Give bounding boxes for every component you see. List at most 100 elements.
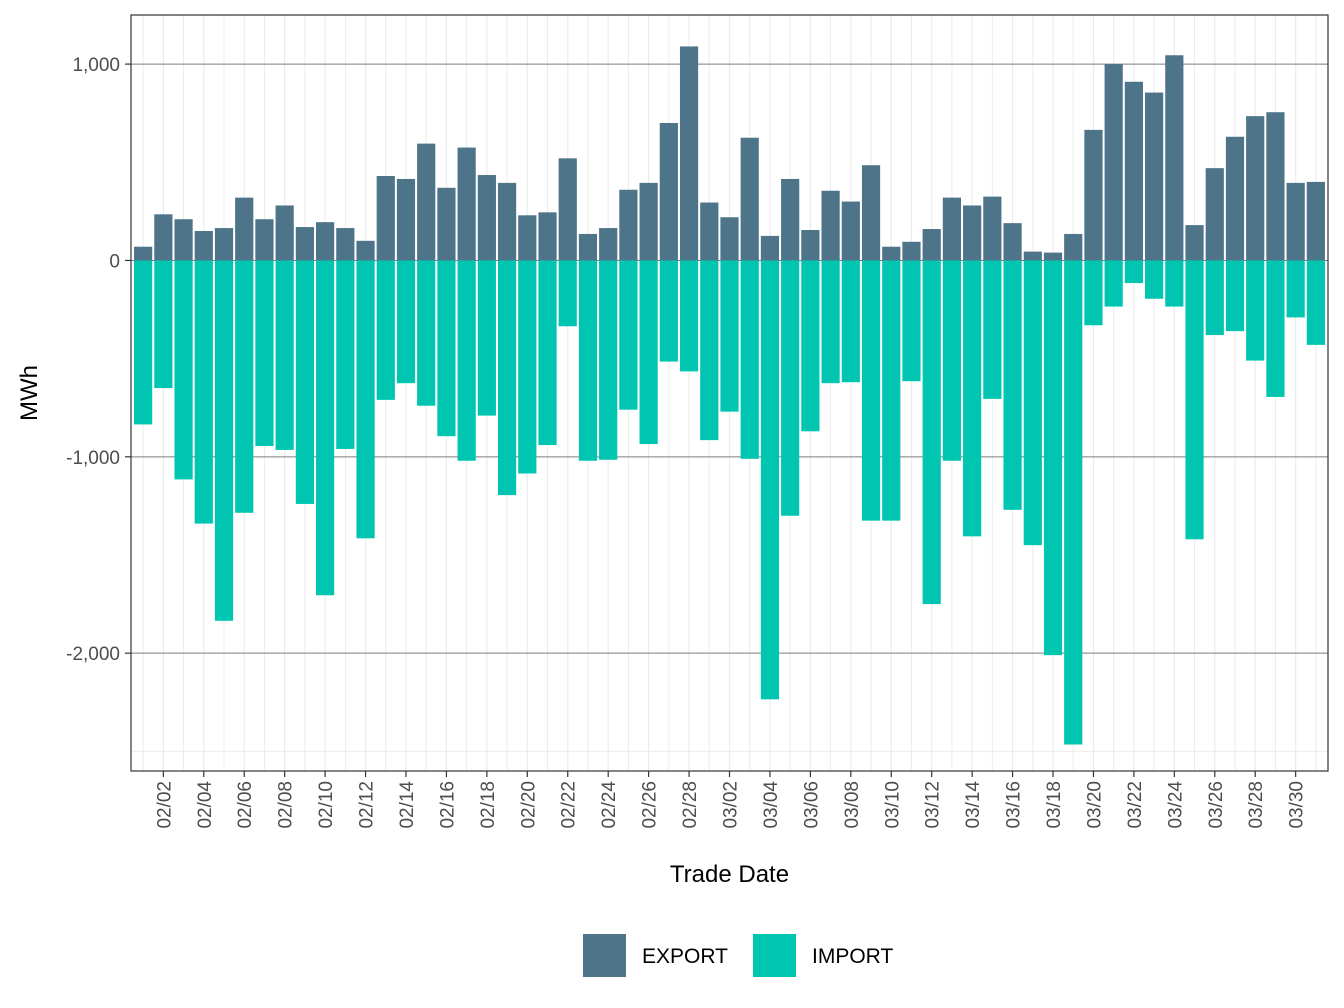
bar-export: [1306, 181, 1325, 261]
bar-import: [275, 260, 294, 450]
bar-import: [255, 260, 274, 447]
y-axis-title: MWh: [16, 365, 43, 421]
x-tick-label: 03/16: [1004, 781, 1025, 829]
bar-import: [457, 260, 476, 461]
bar-export: [781, 178, 800, 261]
bar-import: [760, 260, 780, 700]
bar-export: [1165, 55, 1184, 261]
x-tick-label: 02/20: [518, 781, 539, 829]
bar-export: [154, 214, 173, 261]
bar-import: [295, 260, 314, 504]
bar-import: [801, 260, 820, 432]
x-tick-label: 03/20: [1084, 781, 1105, 829]
y-tick-label: -2,000: [66, 644, 120, 665]
x-tick-label: 02/16: [437, 781, 458, 829]
x-tick-label: 03/06: [801, 781, 822, 829]
x-tick-label: 02/26: [640, 781, 661, 829]
bar-export: [1286, 182, 1305, 261]
x-tick-label: 03/18: [1044, 781, 1065, 829]
bar-export: [235, 197, 254, 261]
bar-export: [1145, 92, 1164, 261]
bar-import: [214, 260, 234, 621]
x-tick-label: 02/02: [154, 781, 175, 829]
x-tick-label: 03/14: [963, 781, 984, 829]
bar-export: [518, 215, 537, 261]
bar-export: [1124, 81, 1143, 261]
x-tick-label: 03/08: [842, 781, 863, 829]
x-tick-label: 02/12: [357, 781, 378, 829]
bar-export: [922, 229, 941, 261]
bar-export: [1043, 252, 1063, 261]
x-tick-label: 02/10: [316, 781, 337, 829]
bar-export: [295, 227, 314, 261]
bar-import: [356, 260, 375, 539]
bar-import: [154, 260, 173, 389]
bar-export: [1104, 64, 1123, 261]
bar-export: [1003, 223, 1022, 261]
bar-export: [942, 197, 962, 261]
bar-export: [134, 246, 153, 261]
bar-import: [781, 260, 800, 516]
bar-import: [194, 260, 213, 524]
y-axis: 1,000 0 -1,000 -2,000: [66, 55, 131, 665]
bar-import: [316, 260, 335, 596]
bar-import: [700, 260, 719, 441]
bar-export: [1064, 233, 1083, 261]
bar-import: [558, 260, 577, 327]
bar-import: [134, 260, 153, 425]
bar-import: [902, 260, 921, 382]
legend-label-export: EXPORT: [642, 945, 728, 968]
bar-import: [1266, 260, 1285, 397]
bar-export: [1084, 129, 1103, 261]
bar-import: [1145, 260, 1164, 299]
bar-import: [922, 260, 941, 605]
bar-export: [457, 147, 476, 261]
bar-export: [396, 178, 416, 261]
bar-import: [841, 260, 860, 383]
bar-export: [700, 202, 719, 261]
bar-import: [679, 260, 699, 372]
bar-import: [518, 260, 537, 474]
bar-import: [882, 260, 901, 521]
x-tick-label: 02/06: [235, 781, 256, 829]
bar-export: [538, 212, 557, 261]
bar-export: [983, 196, 1002, 261]
legend-swatch-export: [583, 934, 626, 977]
y-tick-label: 1,000: [72, 55, 120, 76]
bars: [134, 46, 1325, 745]
bar-export: [639, 182, 658, 261]
bar-import: [983, 260, 1002, 399]
x-tick-label: 02/24: [599, 781, 620, 829]
bar-import: [376, 260, 395, 400]
bar-import: [639, 260, 658, 445]
legend-swatch-import: [753, 934, 796, 977]
bar-import: [1165, 260, 1184, 307]
bar-export: [659, 123, 678, 261]
bar-export: [255, 219, 274, 261]
bar-import: [1023, 260, 1042, 546]
bar-import: [1246, 260, 1265, 361]
x-axis: 02/02 02/04 02/06 02/08 02/10 02/12 02/14 02/16…: [154, 771, 1308, 829]
bar-export: [619, 189, 638, 261]
bar-import: [821, 260, 840, 384]
bar-export: [821, 190, 840, 261]
x-tick-label: 03/24: [1165, 781, 1186, 829]
bar-export: [417, 143, 436, 261]
bar-export: [841, 201, 860, 261]
bar-import: [538, 260, 557, 446]
bar-export: [214, 228, 234, 261]
bar-import: [963, 260, 982, 537]
bar-import: [1185, 260, 1204, 540]
bar-export: [861, 165, 881, 261]
bar-export: [497, 182, 517, 261]
x-tick-label: 02/28: [680, 781, 701, 829]
bar-export: [336, 228, 355, 261]
legend-label-import: IMPORT: [812, 945, 893, 968]
bar-import: [437, 260, 456, 437]
bar-import: [1205, 260, 1224, 336]
bar-import: [1104, 260, 1123, 307]
bar-export: [1023, 251, 1042, 261]
x-axis-title: Trade Date: [670, 861, 789, 888]
bar-import: [1084, 260, 1103, 326]
